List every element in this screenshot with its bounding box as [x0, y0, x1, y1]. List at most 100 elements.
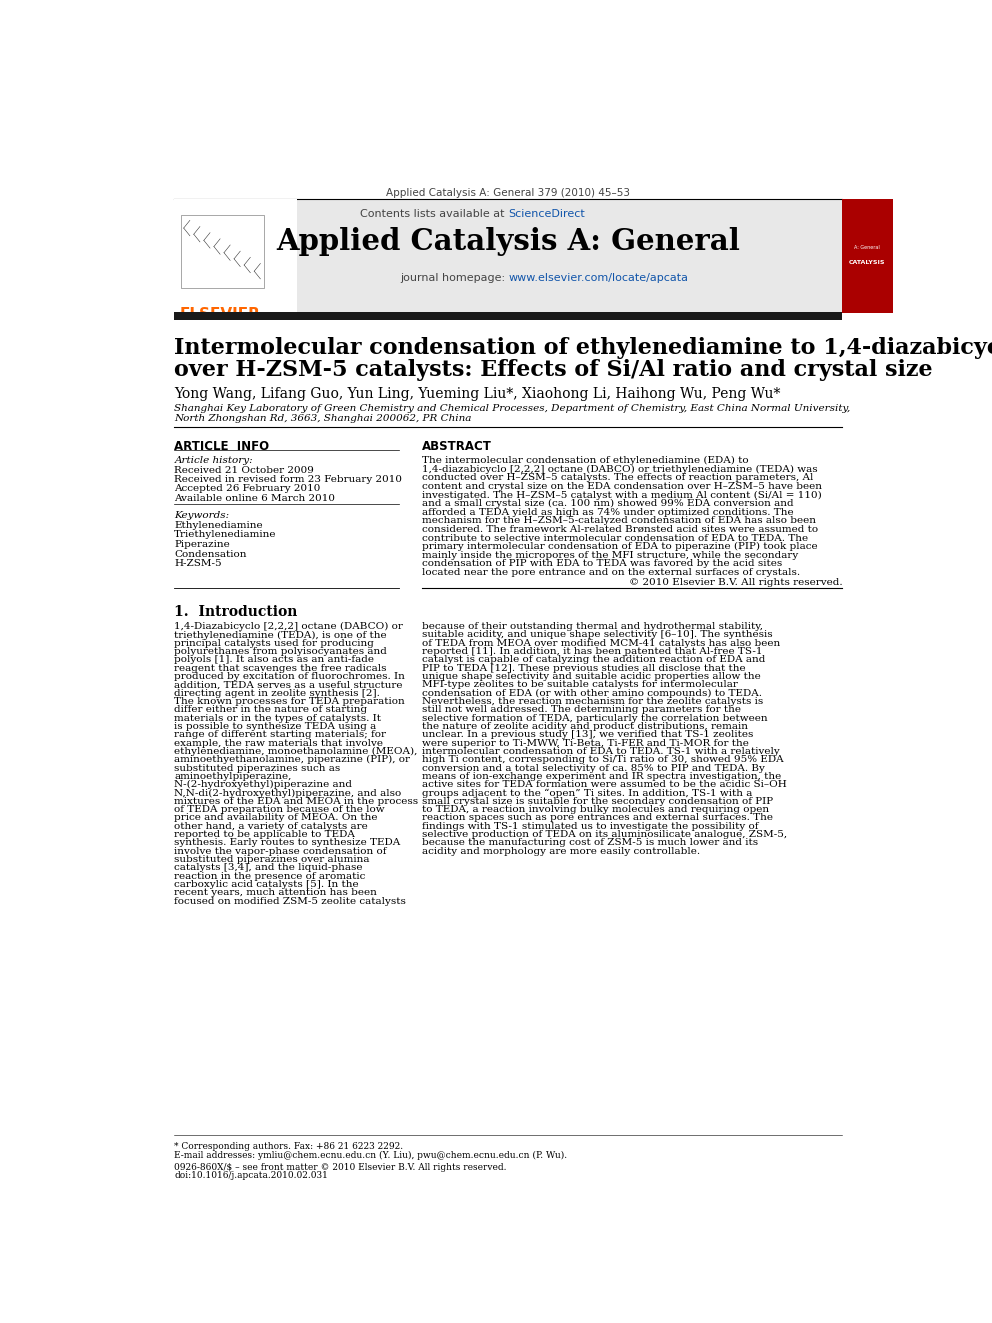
Text: Article history:: Article history:	[175, 456, 253, 464]
Text: content and crystal size on the EDA condensation over H–ZSM–5 have been: content and crystal size on the EDA cond…	[423, 482, 822, 491]
Text: aminoethylpiperazine,: aminoethylpiperazine,	[175, 771, 292, 781]
Text: is possible to synthesize TEDA using a: is possible to synthesize TEDA using a	[175, 722, 377, 730]
Text: Contents lists available at: Contents lists available at	[360, 209, 509, 218]
Text: addition, TEDA serves as a useful structure: addition, TEDA serves as a useful struct…	[175, 680, 403, 689]
Text: Shanghai Key Laboratory of Green Chemistry and Chemical Processes, Department of: Shanghai Key Laboratory of Green Chemist…	[175, 404, 850, 413]
Text: The intermolecular condensation of ethylenediamine (EDA) to: The intermolecular condensation of ethyl…	[423, 456, 749, 466]
Text: * Corresponding authors. Fax: +86 21 6223 2292.: * Corresponding authors. Fax: +86 21 622…	[175, 1142, 404, 1151]
Text: Available online 6 March 2010: Available online 6 March 2010	[175, 493, 335, 503]
Text: of TEDA from MEOA over modified MCM-41 catalysts has also been: of TEDA from MEOA over modified MCM-41 c…	[423, 639, 781, 648]
Text: the nature of zeolite acidity and product distributions, remain: the nature of zeolite acidity and produc…	[423, 722, 748, 730]
Text: still not well addressed. The determining parameters for the: still not well addressed. The determinin…	[423, 705, 741, 714]
Text: reported [11]. In addition, it has been patented that Al-free TS-1: reported [11]. In addition, it has been …	[423, 647, 763, 656]
Text: primary intermolecular condensation of EDA to piperazine (PIP) took place: primary intermolecular condensation of E…	[423, 542, 818, 552]
Bar	[842, 198, 893, 312]
Text: other hand, a variety of catalysts are: other hand, a variety of catalysts are	[175, 822, 368, 831]
Text: price and availability of MEOA. On the: price and availability of MEOA. On the	[175, 814, 378, 823]
Text: synthesis. Early routes to synthesize TEDA: synthesis. Early routes to synthesize TE…	[175, 839, 401, 847]
Text: Intermolecular condensation of ethylenediamine to 1,4-diazabicyclo(2,2,2)octane: Intermolecular condensation of ethylened…	[175, 337, 992, 360]
Text: reaction spaces such as pore entrances and external surfaces. The: reaction spaces such as pore entrances a…	[423, 814, 774, 823]
Text: mechanism for the H–ZSM–5-catalyzed condensation of EDA has also been: mechanism for the H–ZSM–5-catalyzed cond…	[423, 516, 816, 525]
Text: H-ZSM-5: H-ZSM-5	[175, 560, 222, 568]
Text: example, the raw materials that involve: example, the raw materials that involve	[175, 738, 383, 747]
Text: suitable acidity, and unique shape selectivity [6–10]. The synthesis: suitable acidity, and unique shape selec…	[423, 631, 773, 639]
Text: Accepted 26 February 2010: Accepted 26 February 2010	[175, 484, 320, 493]
Text: 1,4-diazabicyclo [2,2,2] octane (DABCO) or triethylenediamine (TEDA) was: 1,4-diazabicyclo [2,2,2] octane (DABCO) …	[423, 464, 818, 474]
Text: high Ti content, corresponding to Si/Ti ratio of 30, showed 95% EDA: high Ti content, corresponding to Si/Ti …	[423, 755, 784, 765]
Text: substituted piperazines over alumina: substituted piperazines over alumina	[175, 855, 370, 864]
Text: aminoethyethanolamine, piperazine (PIP), or: aminoethyethanolamine, piperazine (PIP),…	[175, 755, 411, 765]
Text: unique shape selectivity and suitable acidic properties allow the: unique shape selectivity and suitable ac…	[423, 672, 761, 681]
Text: over H-ZSM-5 catalysts: Effects of Si/Al ratio and crystal size: over H-ZSM-5 catalysts: Effects of Si/Al…	[175, 359, 933, 381]
Text: Nevertheless, the reaction mechanism for the zeolite catalysts is: Nevertheless, the reaction mechanism for…	[423, 697, 764, 706]
Text: because of their outstanding thermal and hydrothermal stability,: because of their outstanding thermal and…	[423, 622, 764, 631]
Text: substituted piperazines such as: substituted piperazines such as	[175, 763, 340, 773]
Text: catalyst is capable of catalyzing the addition reaction of EDA and: catalyst is capable of catalyzing the ad…	[423, 655, 766, 664]
Text: Received in revised form 23 February 2010: Received in revised form 23 February 201…	[175, 475, 403, 484]
Text: Yong Wang, Lifang Guo, Yun Ling, Yueming Liu*, Xiaohong Li, Haihong Wu, Peng Wu*: Yong Wang, Lifang Guo, Yun Ling, Yueming…	[175, 386, 781, 401]
Text: Condensation: Condensation	[175, 549, 247, 558]
Text: involve the vapor-phase condensation of: involve the vapor-phase condensation of	[175, 847, 387, 856]
Text: acidity and morphology are more easily controllable.: acidity and morphology are more easily c…	[423, 847, 700, 856]
Text: differ either in the nature of starting: differ either in the nature of starting	[175, 705, 367, 714]
Text: 1.  Introduction: 1. Introduction	[175, 605, 298, 619]
Text: polyurethanes from polyisocyanates and: polyurethanes from polyisocyanates and	[175, 647, 387, 656]
Text: ABSTRACT: ABSTRACT	[423, 439, 492, 452]
Bar	[175, 198, 297, 312]
Text: selective production of TEDA on its aluminosilicate analogue, ZSM-5,: selective production of TEDA on its alum…	[423, 830, 788, 839]
Text: small crystal size is suitable for the secondary condensation of PIP: small crystal size is suitable for the s…	[423, 796, 774, 806]
Text: Applied Catalysis A: General: Applied Catalysis A: General	[277, 226, 740, 255]
Text: ELSEVIER: ELSEVIER	[180, 307, 261, 323]
Text: Received 21 October 2009: Received 21 October 2009	[175, 466, 314, 475]
Text: and a small crystal size (ca. 100 nm) showed 99% EDA conversion and: and a small crystal size (ca. 100 nm) sh…	[423, 499, 794, 508]
Text: mainly inside the micropores of the MFI structure, while the secondary: mainly inside the micropores of the MFI …	[423, 550, 799, 560]
Text: contribute to selective intermolecular condensation of EDA to TEDA. The: contribute to selective intermolecular c…	[423, 533, 808, 542]
Text: were superior to Ti-MWW, Ti-Beta, Ti-FER and Ti-MOR for the: were superior to Ti-MWW, Ti-Beta, Ti-FER…	[423, 738, 749, 747]
Text: located near the pore entrance and on the external surfaces of crystals.: located near the pore entrance and on th…	[423, 568, 801, 577]
Text: Keywords:: Keywords:	[175, 511, 229, 520]
Text: materials or in the types of catalysts. It: materials or in the types of catalysts. …	[175, 713, 381, 722]
Text: recent years, much attention has been: recent years, much attention has been	[175, 888, 377, 897]
Text: carboxylic acid catalysts [5]. In the: carboxylic acid catalysts [5]. In the	[175, 880, 359, 889]
Text: unclear. In a previous study [13], we verified that TS-1 zeolites: unclear. In a previous study [13], we ve…	[423, 730, 754, 740]
Text: conversion and a total selectivity of ca. 85% to PIP and TEDA. By: conversion and a total selectivity of ca…	[423, 763, 765, 773]
Text: polyols [1]. It also acts as an anti-fade: polyols [1]. It also acts as an anti-fad…	[175, 655, 374, 664]
Text: ScienceDirect: ScienceDirect	[509, 209, 585, 218]
Text: reagent that scavenges the free radicals: reagent that scavenges the free radicals	[175, 664, 387, 672]
Text: conducted over H–ZSM–5 catalysts. The effects of reaction parameters, Al: conducted over H–ZSM–5 catalysts. The ef…	[423, 474, 813, 482]
Text: directing agent in zeolite synthesis [2].: directing agent in zeolite synthesis [2]…	[175, 689, 380, 697]
Bar	[181, 214, 264, 288]
Bar	[175, 198, 842, 312]
Text: E-mail addresses: ymliu@chem.ecnu.edu.cn (Y. Liu), pwu@chem.ecnu.edu.cn (P. Wu).: E-mail addresses: ymliu@chem.ecnu.edu.cn…	[175, 1151, 567, 1160]
Text: intermolecular condensation of EDA to TEDA. TS-1 with a relatively: intermolecular condensation of EDA to TE…	[423, 747, 780, 755]
Text: of TEDA preparation because of the low: of TEDA preparation because of the low	[175, 806, 385, 814]
Text: groups adjacent to the “open” Ti sites. In addition, TS-1 with a: groups adjacent to the “open” Ti sites. …	[423, 789, 753, 798]
Text: Triethylenediamine: Triethylenediamine	[175, 531, 277, 540]
Text: 0926-860X/$ – see front matter © 2010 Elsevier B.V. All rights reserved.: 0926-860X/$ – see front matter © 2010 El…	[175, 1163, 507, 1172]
Text: reaction in the presence of aromatic: reaction in the presence of aromatic	[175, 872, 366, 881]
Text: active sites for TEDA formation were assumed to be the acidic Si–OH: active sites for TEDA formation were ass…	[423, 781, 787, 789]
Text: findings with TS-1 stimulated us to investigate the possibility of: findings with TS-1 stimulated us to inve…	[423, 822, 759, 831]
Text: principal catalysts used for producing: principal catalysts used for producing	[175, 639, 374, 648]
Text: ARTICLE  INFO: ARTICLE INFO	[175, 439, 270, 452]
Text: investigated. The H–ZSM–5 catalyst with a medium Al content (Si/Al = 110): investigated. The H–ZSM–5 catalyst with …	[423, 491, 822, 500]
Text: because the manufacturing cost of ZSM-5 is much lower and its: because the manufacturing cost of ZSM-5 …	[423, 839, 759, 847]
Text: N-(2-hydroxyethyl)piperazine and: N-(2-hydroxyethyl)piperazine and	[175, 781, 352, 790]
Text: ethylenediamine, monoethanolamine (MEOA),: ethylenediamine, monoethanolamine (MEOA)…	[175, 747, 418, 755]
Text: triethylenediamine (TEDA), is one of the: triethylenediamine (TEDA), is one of the	[175, 631, 387, 639]
Text: The known processes for TEDA preparation: The known processes for TEDA preparation	[175, 697, 405, 706]
Text: PIP to TEDA [12]. These previous studies all disclose that the: PIP to TEDA [12]. These previous studies…	[423, 664, 746, 672]
Text: Applied Catalysis A: General 379 (2010) 45–53: Applied Catalysis A: General 379 (2010) …	[387, 188, 630, 198]
Text: condensation of EDA (or with other amino compounds) to TEDA.: condensation of EDA (or with other amino…	[423, 689, 763, 697]
Text: catalysts [3,4], and the liquid-phase: catalysts [3,4], and the liquid-phase	[175, 864, 363, 872]
Text: afforded a TEDA yield as high as 74% under optimized conditions. The: afforded a TEDA yield as high as 74% und…	[423, 508, 794, 517]
Text: journal homepage:: journal homepage:	[400, 273, 509, 283]
Text: focused on modified ZSM-5 zeolite catalysts: focused on modified ZSM-5 zeolite cataly…	[175, 897, 407, 905]
Text: 1,4-Diazabicyclo [2,2,2] octane (DABCO) or: 1,4-Diazabicyclo [2,2,2] octane (DABCO) …	[175, 622, 404, 631]
Text: www.elsevier.com/locate/apcata: www.elsevier.com/locate/apcata	[509, 273, 688, 283]
Text: considered. The framework Al-related Brønsted acid sites were assumed to: considered. The framework Al-related Brø…	[423, 525, 818, 534]
Text: condensation of PIP with EDA to TEDA was favored by the acid sites: condensation of PIP with EDA to TEDA was…	[423, 560, 783, 569]
Text: range of different starting materials; for: range of different starting materials; f…	[175, 730, 386, 740]
Text: selective formation of TEDA, particularly the correlation between: selective formation of TEDA, particularl…	[423, 713, 768, 722]
Text: mixtures of the EDA and MEOA in the process: mixtures of the EDA and MEOA in the proc…	[175, 796, 419, 806]
